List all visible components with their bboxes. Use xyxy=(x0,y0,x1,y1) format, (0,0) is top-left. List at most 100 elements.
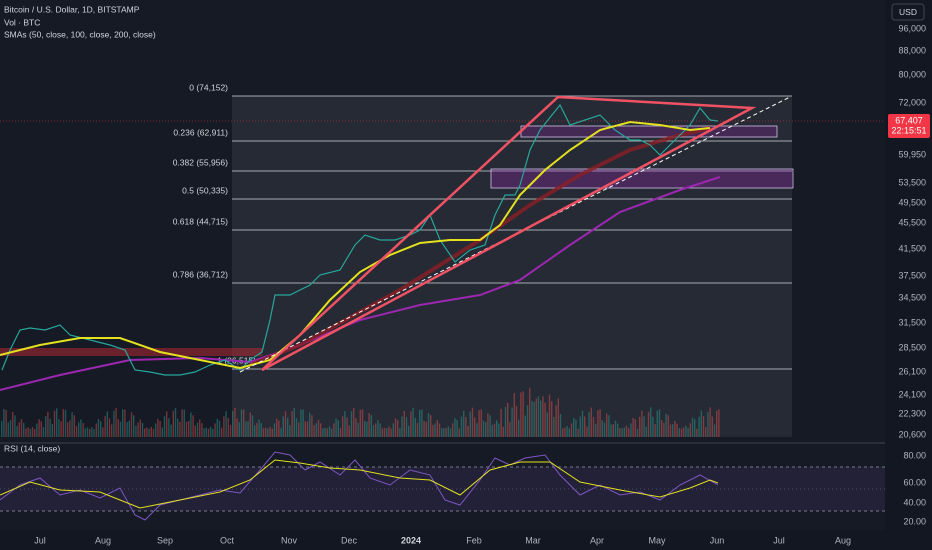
price-tick-label: 72,000 xyxy=(898,97,926,107)
volume-bar xyxy=(91,427,93,437)
rsi-line xyxy=(0,451,719,521)
volume-bar xyxy=(166,411,168,437)
volume-bar xyxy=(564,427,566,437)
triangle xyxy=(261,95,757,372)
volume-bar xyxy=(678,428,680,437)
volume-bar xyxy=(108,418,111,437)
volume-bar xyxy=(379,423,381,437)
volume-bar xyxy=(254,425,256,437)
volume-bar xyxy=(537,396,540,437)
fib-label: 0 (74,152) xyxy=(189,82,228,92)
volume-bar xyxy=(192,415,194,437)
volume-bar xyxy=(337,420,339,437)
volume-bar xyxy=(375,423,377,437)
volume-bar xyxy=(546,412,548,437)
volume-bar xyxy=(100,421,102,437)
volume-bar xyxy=(183,409,185,437)
volume-bar xyxy=(650,407,652,437)
volume-bar xyxy=(82,423,84,437)
volume-bar xyxy=(214,423,216,437)
price-tick-label: 20,600 xyxy=(898,429,926,439)
volume-bar xyxy=(84,428,86,437)
volume-bar xyxy=(507,402,509,437)
price-line xyxy=(1,103,719,376)
volume-bar xyxy=(661,420,663,437)
sma-200 xyxy=(0,176,721,391)
volume-bar xyxy=(291,411,293,437)
volume-bar xyxy=(454,418,456,437)
volume-bar xyxy=(430,415,432,437)
volume-bar xyxy=(586,426,588,437)
volume-bar xyxy=(128,420,130,437)
price-tick-label: 45,500 xyxy=(898,217,926,227)
price-tick-label: 31,500 xyxy=(898,317,926,327)
volume-bar xyxy=(313,425,315,437)
volume-bar xyxy=(302,409,304,437)
time-tick-label: Apr xyxy=(590,535,604,545)
volume-bar xyxy=(489,415,491,437)
volume-bar xyxy=(152,428,155,437)
price-scale xyxy=(885,0,932,550)
volume-bar xyxy=(520,392,522,437)
volume-bar xyxy=(683,427,685,437)
volume-bar xyxy=(75,425,78,437)
volume-bar xyxy=(3,408,5,437)
currency-button[interactable] xyxy=(891,3,925,21)
volume-bar xyxy=(392,423,394,437)
volume-bar xyxy=(557,398,559,437)
volume-bar xyxy=(645,426,647,437)
volume-bar xyxy=(95,423,97,437)
volume-bar xyxy=(5,409,7,437)
price-tick-label: 49,500 xyxy=(898,197,926,207)
volume-bar xyxy=(203,428,205,437)
volume-bar xyxy=(89,428,91,437)
volume-bar xyxy=(476,423,478,437)
volume-bar xyxy=(518,419,520,437)
volume-bar xyxy=(449,428,452,437)
volume-bar xyxy=(7,422,9,437)
price-tick-label: 96,000 xyxy=(898,23,926,33)
volume-bar xyxy=(216,418,218,437)
volume-bar xyxy=(498,423,500,437)
currency[interactable]: USD xyxy=(899,7,917,17)
volume-bar xyxy=(295,418,298,437)
volume-bar xyxy=(27,427,29,437)
volume-bar xyxy=(355,418,357,437)
price-tick-label: 53,500 xyxy=(898,177,926,187)
volume-bar xyxy=(634,419,636,437)
volume-bar xyxy=(306,421,309,437)
volume-bar xyxy=(36,423,38,437)
volume-bar xyxy=(716,410,718,437)
volume-bar xyxy=(421,409,423,437)
volume-bar xyxy=(315,423,317,437)
volume-bar xyxy=(672,424,674,437)
volume-bar xyxy=(223,416,225,437)
volume-bar xyxy=(403,410,405,437)
volume-bar xyxy=(45,416,47,437)
volume-bar xyxy=(630,423,632,437)
volume-bar xyxy=(300,409,302,437)
volume-bar xyxy=(139,419,141,437)
price-tick-label: 22,300 xyxy=(898,408,926,418)
volume-bar xyxy=(522,391,524,437)
price-tick-label: 28,500 xyxy=(898,342,926,352)
volume-bar xyxy=(251,415,254,437)
volume-bar xyxy=(366,421,368,437)
volume-bar xyxy=(405,417,408,437)
volume-bar xyxy=(531,400,533,437)
volume-bar xyxy=(326,428,328,437)
volume-bar xyxy=(438,423,441,437)
volume-bar xyxy=(458,428,460,437)
volume-bar xyxy=(628,428,630,437)
volume-bar xyxy=(287,417,289,437)
volume-bar xyxy=(535,398,537,437)
volume-bar xyxy=(513,393,515,437)
volume-bar xyxy=(1,421,3,437)
volume-bar xyxy=(427,413,430,437)
volume-bar xyxy=(390,428,392,437)
volume-bar xyxy=(157,418,159,437)
volume-bar xyxy=(711,416,713,437)
volume-bar xyxy=(278,420,280,437)
volume-bar xyxy=(309,412,311,437)
